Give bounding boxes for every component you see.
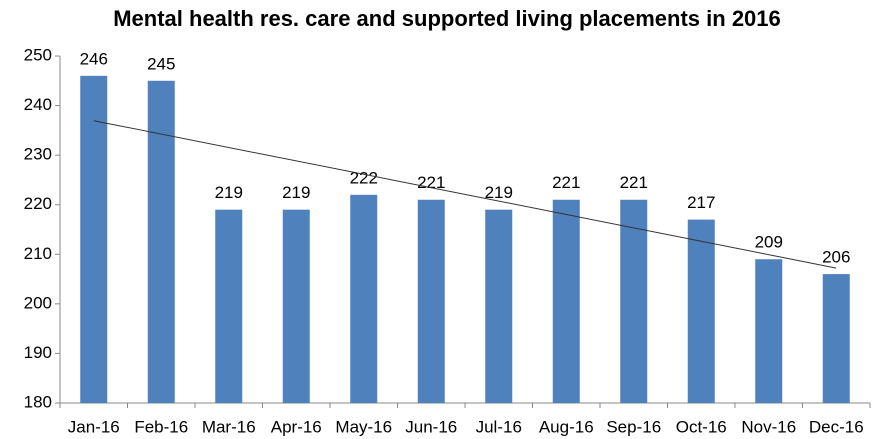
data-label: 245 bbox=[147, 54, 175, 73]
bar bbox=[755, 259, 783, 403]
bar bbox=[350, 194, 378, 403]
y-tick-label: 190 bbox=[24, 343, 52, 362]
data-label: 219 bbox=[485, 183, 513, 202]
data-label: 217 bbox=[687, 193, 715, 212]
x-tick-label: Nov-16 bbox=[741, 417, 796, 436]
data-label: 209 bbox=[755, 233, 783, 252]
bar bbox=[687, 219, 715, 403]
data-label: 219 bbox=[215, 183, 243, 202]
y-tick-label: 180 bbox=[24, 392, 52, 411]
y-tick-label: 220 bbox=[24, 194, 52, 213]
y-tick-label: 200 bbox=[24, 293, 52, 312]
x-tick-label: Apr-16 bbox=[271, 417, 322, 436]
bar bbox=[282, 209, 310, 403]
trend-line bbox=[93, 120, 837, 269]
data-label: 206 bbox=[822, 248, 850, 267]
x-tick-label: Jun-16 bbox=[405, 417, 457, 436]
x-tick-label: Aug-16 bbox=[539, 417, 594, 436]
y-tick-label: 240 bbox=[24, 95, 52, 114]
data-label: 221 bbox=[417, 173, 445, 192]
y-tick-label: 250 bbox=[24, 45, 52, 64]
bar bbox=[822, 274, 850, 403]
data-label: 219 bbox=[282, 183, 310, 202]
x-tick-label: Dec-16 bbox=[809, 417, 864, 436]
x-tick-label: Oct-16 bbox=[676, 417, 727, 436]
bar bbox=[215, 209, 243, 403]
bar bbox=[552, 199, 580, 403]
bar bbox=[417, 199, 445, 403]
x-tick-label: Mar-16 bbox=[202, 417, 256, 436]
x-tick-label: Feb-16 bbox=[134, 417, 188, 436]
data-label: 221 bbox=[552, 173, 580, 192]
x-tick-label: May-16 bbox=[335, 417, 392, 436]
bar bbox=[147, 80, 175, 404]
bar bbox=[80, 75, 108, 403]
data-label: 246 bbox=[80, 49, 108, 68]
chart-title: Mental health res. care and supported li… bbox=[113, 6, 781, 31]
x-tick-label: Sep-16 bbox=[606, 417, 661, 436]
y-tick-label: 230 bbox=[24, 145, 52, 164]
y-tick-label: 210 bbox=[24, 244, 52, 263]
data-label: 221 bbox=[620, 173, 648, 192]
bar bbox=[620, 199, 648, 403]
x-tick-label: Jan-16 bbox=[68, 417, 120, 436]
x-tick-label: Jul-16 bbox=[476, 417, 522, 436]
bar bbox=[485, 209, 513, 403]
data-label: 222 bbox=[350, 168, 378, 187]
